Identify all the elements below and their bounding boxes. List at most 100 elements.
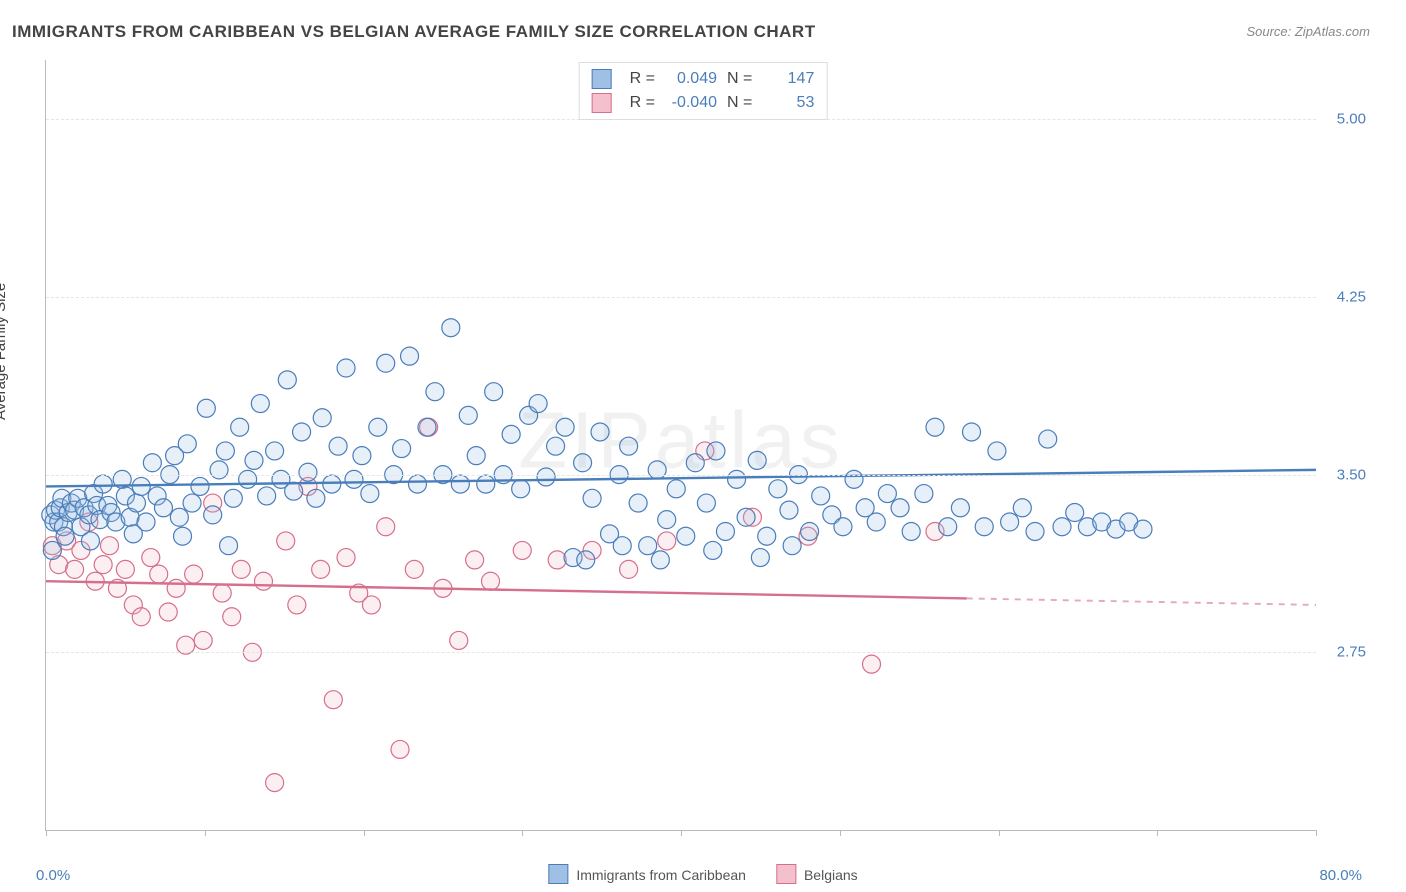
series-legend-item-a: Immigrants from Caribbean xyxy=(548,864,746,884)
scatter-point xyxy=(426,383,444,401)
scatter-point xyxy=(223,608,241,626)
scatter-point xyxy=(845,470,863,488)
scatter-point xyxy=(548,551,566,569)
scatter-point xyxy=(204,506,222,524)
scatter-point xyxy=(677,527,695,545)
source-name: ZipAtlas.com xyxy=(1295,24,1370,39)
scatter-point xyxy=(220,537,238,555)
scatter-point xyxy=(408,475,426,493)
scatter-point xyxy=(183,494,201,512)
y-tick-label: 5.00 xyxy=(1322,111,1366,128)
scatter-point xyxy=(704,541,722,559)
x-tick xyxy=(681,830,682,836)
x-tick xyxy=(46,830,47,836)
scatter-point xyxy=(43,541,61,559)
scatter-point xyxy=(251,395,269,413)
source-attribution: Source: ZipAtlas.com xyxy=(1246,24,1370,39)
gridline xyxy=(46,475,1316,476)
scatter-point xyxy=(293,423,311,441)
scatter-point xyxy=(239,470,257,488)
legend-R-label: R = xyxy=(630,67,655,91)
scatter-point xyxy=(748,451,766,469)
scatter-point xyxy=(245,451,263,469)
chart-container: IMMIGRANTS FROM CARIBBEAN VS BELGIAN AVE… xyxy=(0,0,1406,892)
scatter-point xyxy=(418,418,436,436)
scatter-point xyxy=(391,740,409,758)
series-legend-item-b: Belgians xyxy=(776,864,858,884)
scatter-point xyxy=(405,560,423,578)
scatter-point xyxy=(620,437,638,455)
scatter-point xyxy=(185,565,203,583)
scatter-point xyxy=(648,461,666,479)
legend-swatch-b xyxy=(592,93,612,113)
scatter-point xyxy=(442,319,460,337)
scatter-point xyxy=(213,584,231,602)
scatter-point xyxy=(658,511,676,529)
scatter-point xyxy=(1001,513,1019,531)
scatter-point xyxy=(451,475,469,493)
legend-N-label: N = xyxy=(727,91,752,115)
scatter-point xyxy=(81,532,99,550)
scatter-point xyxy=(697,494,715,512)
scatter-point xyxy=(254,572,272,590)
legend-R-b: -0.040 xyxy=(665,91,717,115)
scatter-point xyxy=(529,395,547,413)
scatter-point xyxy=(56,527,74,545)
y-axis-label: Average Family Size xyxy=(0,283,9,420)
scatter-point xyxy=(285,482,303,500)
scatter-point xyxy=(512,480,530,498)
scatter-point xyxy=(902,522,920,540)
scatter-point xyxy=(769,480,787,498)
scatter-point xyxy=(667,480,685,498)
scatter-point xyxy=(312,560,330,578)
correlation-legend-row-b: R = -0.040 N = 53 xyxy=(592,91,815,115)
scatter-point xyxy=(266,442,284,460)
scatter-point xyxy=(629,494,647,512)
y-tick-label: 2.75 xyxy=(1322,644,1366,661)
scatter-point xyxy=(401,347,419,365)
legend-swatch-a xyxy=(592,69,612,89)
scatter-point xyxy=(801,522,819,540)
scatter-point xyxy=(834,518,852,536)
scatter-point xyxy=(258,487,276,505)
scatter-point xyxy=(485,383,503,401)
scatter-point xyxy=(477,475,495,493)
scatter-point xyxy=(988,442,1006,460)
scatter-point xyxy=(324,691,342,709)
scatter-point xyxy=(459,406,477,424)
scatter-point xyxy=(951,499,969,517)
scatter-point xyxy=(583,489,601,507)
scatter-point xyxy=(266,774,284,792)
scatter-point xyxy=(345,470,363,488)
scatter-point xyxy=(66,560,84,578)
scatter-point xyxy=(737,508,755,526)
legend-R-a: 0.049 xyxy=(665,67,717,91)
scatter-point xyxy=(362,596,380,614)
scatter-point xyxy=(159,603,177,621)
scatter-point xyxy=(915,485,933,503)
scatter-point xyxy=(337,359,355,377)
scatter-point xyxy=(751,549,769,567)
scatter-point xyxy=(224,489,242,507)
scatter-point xyxy=(142,549,160,567)
x-axis-max-label: 80.0% xyxy=(1319,867,1362,884)
scatter-point xyxy=(337,549,355,567)
chart-title: IMMIGRANTS FROM CARIBBEAN VS BELGIAN AVE… xyxy=(12,22,816,42)
scatter-point xyxy=(783,537,801,555)
scatter-point xyxy=(1013,499,1031,517)
scatter-point xyxy=(812,487,830,505)
scatter-point xyxy=(556,418,574,436)
scatter-point xyxy=(878,485,896,503)
x-tick xyxy=(205,830,206,836)
scatter-point xyxy=(116,560,134,578)
scatter-point xyxy=(132,608,150,626)
legend-swatch-a xyxy=(548,864,568,884)
plot-svg xyxy=(46,60,1316,830)
scatter-point xyxy=(728,470,746,488)
scatter-point xyxy=(513,541,531,559)
scatter-point xyxy=(124,525,142,543)
x-tick xyxy=(1157,830,1158,836)
series-b-name: Belgians xyxy=(804,867,858,883)
series-legend: Immigrants from Caribbean Belgians xyxy=(548,864,857,884)
y-tick-label: 3.50 xyxy=(1322,466,1366,483)
